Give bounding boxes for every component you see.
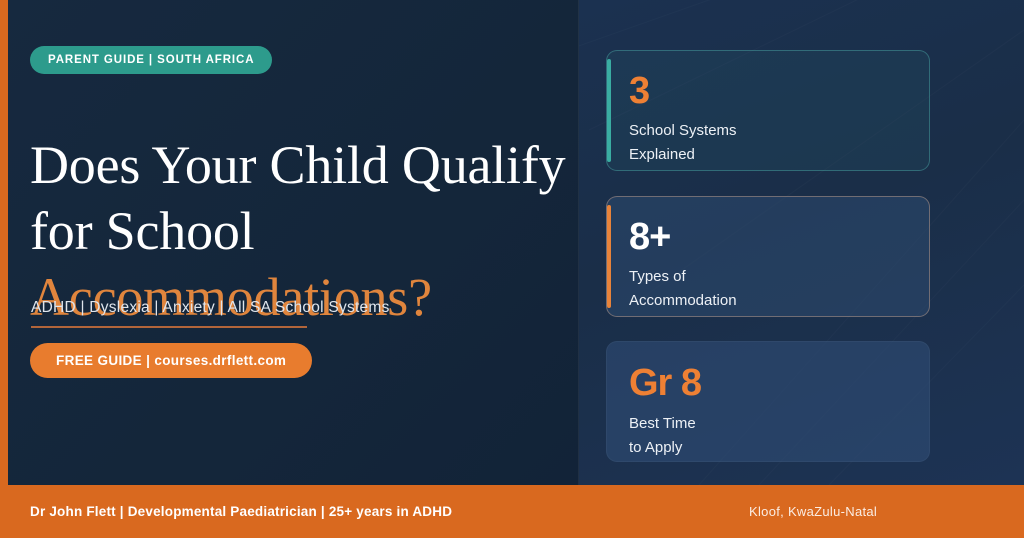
category-badge: PARENT GUIDE | SOUTH AFRICA — [30, 46, 273, 74]
stat-card-label-line-1: Best Time — [629, 415, 696, 432]
left-accent-stripe — [0, 0, 8, 538]
free-guide-button[interactable]: FREE GUIDE | courses.drflett.com — [30, 343, 313, 378]
footer-location: Kloof, KwaZulu-Natal — [749, 504, 878, 519]
stat-card-school-systems: 3 School Systems Explained — [606, 50, 930, 171]
stat-card-label-line-2: Accommodation — [629, 292, 737, 309]
stat-card-label: Types of Accommodation — [629, 265, 737, 313]
stat-card-value: 3 — [629, 70, 650, 112]
cta-label: FREE GUIDE | courses.drflett.com — [56, 353, 287, 368]
footer-bar: Dr John Flett | Developmental Paediatric… — [0, 485, 1024, 538]
page-title: Does Your Child Qualify for School Accom… — [30, 132, 570, 330]
stat-card-label-line-2: to Apply — [629, 439, 683, 456]
stat-card-label: School Systems Explained — [629, 119, 737, 167]
stat-card-accommodation-types: 8+ Types of Accommodation — [606, 196, 930, 317]
stat-card-accent-bar — [607, 59, 611, 162]
subtitle-underline — [31, 326, 307, 328]
left-content-column: PARENT GUIDE | SOUTH AFRICA Does Your Ch… — [30, 0, 570, 485]
stat-card-accent-bar — [607, 205, 611, 308]
topics-subtitle: ADHD | Dyslexia | Anxiety | All SA Schoo… — [31, 299, 390, 316]
stat-card-best-time-to-apply: Gr 8 Best Time to Apply — [606, 341, 930, 462]
stat-card-label-line-1: School Systems — [629, 122, 737, 139]
stat-card-label-line-1: Types of — [629, 268, 686, 285]
stat-card-label: Best Time to Apply — [629, 412, 696, 460]
headline-line-3: Accommodations? — [30, 267, 432, 328]
badge-label: PARENT GUIDE | SOUTH AFRICA — [48, 54, 255, 66]
stat-card-value: Gr 8 — [629, 362, 702, 404]
headline-line-1: Does Your Child — [30, 135, 389, 196]
footer-credentials: Dr John Flett | Developmental Paediatric… — [30, 504, 453, 519]
headline-line-2: Qualify for School — [30, 135, 566, 262]
left-background-panel — [0, 0, 579, 485]
panel-divider — [578, 0, 579, 485]
stat-card-label-line-2: Explained — [629, 146, 695, 163]
stat-card-value: 8+ — [629, 216, 671, 258]
